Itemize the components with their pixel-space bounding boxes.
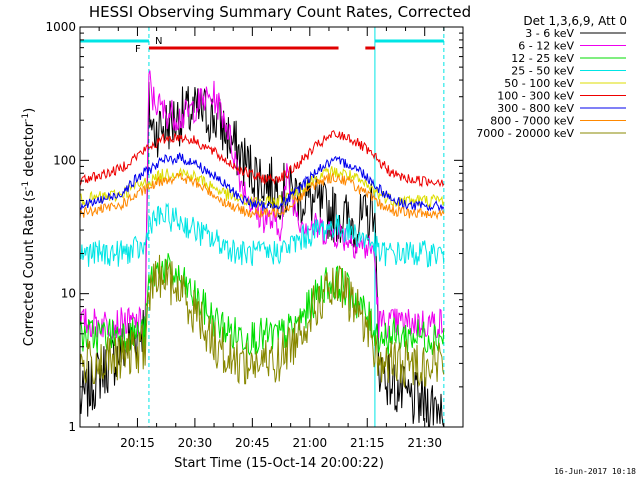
series-line-7 [79,152,445,212]
y-tick-label: 1 [68,420,76,434]
legend-title: Det 1,3,6,9, Att 0 [523,14,627,28]
y-tick-label: 1000 [45,20,76,34]
y-axis-label: Corrected Count Rate (s-1 detector-1) [21,108,37,346]
x-axis-label: Start Time (15-Oct-14 20:00:22) [174,456,384,471]
x-tick-label: 21:30 [407,436,442,450]
plot-area: NF [79,27,445,428]
y-axis-label-mid: detector [22,121,37,181]
y-tick-label: 10 [61,287,76,301]
y-axis-label-prefix: Corrected Count Rate (s [22,190,37,347]
x-tick-label: 20:30 [178,436,213,450]
legend-label-6: 100 - 300 keV [497,90,574,103]
flare-flag-label: F [135,44,141,55]
x-tick-label: 20:15 [120,436,155,450]
night-flag-label: N [155,36,162,47]
axes: 1 10 100 1000 20:15 20:30 20:45 21:00 21:15 21:30 [45,20,464,450]
legend-label-9: 7000 - 20000 keV [476,127,574,140]
legend-label-2: 6 - 12 keV [518,40,574,53]
y-axis-label-exp-1: -1 [21,181,31,190]
series-line-8 [79,172,445,220]
x-tick-label: 21:15 [350,436,385,450]
timestamp: 16-Jun-2017 10:18 [554,467,636,476]
y-axis-label-suffix: ) [22,108,37,113]
x-tick-label: 20:45 [235,436,270,450]
series-line-6 [79,130,445,188]
legend-label-4: 25 - 50 keV [511,65,574,78]
legend-label-3: 12 - 25 keV [511,52,574,65]
x-tick-label: 21:00 [293,436,328,450]
chart-title: HESSI Observing Summary Count Rates, Cor… [89,3,471,21]
series-line-4 [79,202,445,268]
legend-label-5: 50 - 100 keV [504,77,574,90]
legend-label-1: 3 - 6 keV [525,27,574,40]
series-line-9 [79,254,445,388]
legend-label-7: 300 - 800 keV [497,102,574,115]
legend-label-8: 800 - 7000 keV [490,115,574,128]
y-axis-label-exp-2: -1 [21,113,31,122]
y-tick-label: 100 [53,153,76,167]
